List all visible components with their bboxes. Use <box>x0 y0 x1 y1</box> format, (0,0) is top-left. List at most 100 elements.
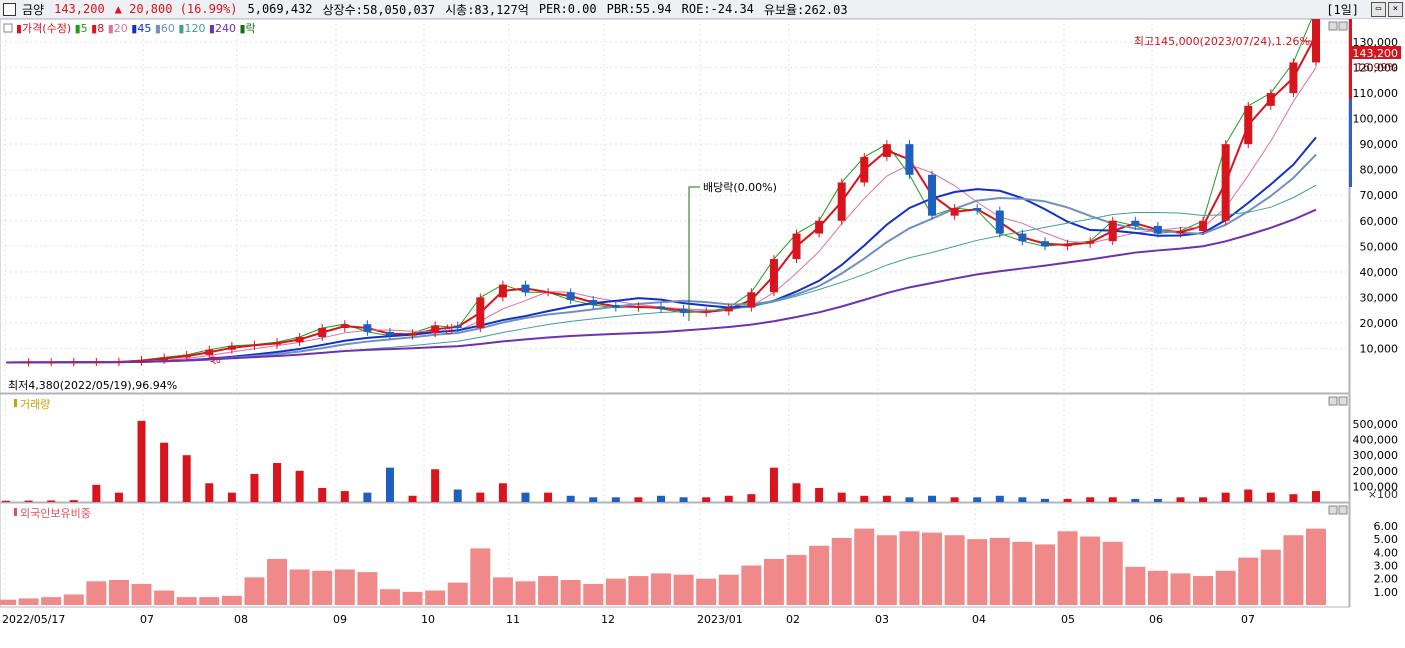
candle-body <box>1221 144 1230 221</box>
foreign-bar <box>1057 531 1078 605</box>
volume-bar <box>453 489 462 502</box>
x-tick-label: 06 <box>1149 613 1163 626</box>
candle-body <box>679 308 688 313</box>
candle-body <box>1199 220 1208 231</box>
foreign-bar <box>605 578 626 605</box>
candlesticks <box>24 19 1320 367</box>
candle-body <box>273 342 282 345</box>
foreign-bar <box>221 595 242 605</box>
x-tick-label: 03 <box>875 613 889 626</box>
svg-text:외국인보유비중: 외국인보유비중 <box>20 507 91 520</box>
volume-bar <box>92 484 101 502</box>
close-icon[interactable]: × <box>1388 2 1403 17</box>
svg-text:▮가격(수정) ▮5 ▮8 ▮20 ▮45 ▮60 ▮120: ▮가격(수정) ▮5 ▮8 ▮20 ▮45 ▮60 ▮120 ▮240 ▮락 <box>16 22 256 35</box>
volume-bar <box>318 487 327 502</box>
volume-bar <box>679 497 688 502</box>
candle-body <box>318 328 327 337</box>
price-panel[interactable] <box>0 19 1350 394</box>
foreign-bar <box>1170 573 1191 605</box>
y-tick-label: 70,000 <box>1360 189 1399 202</box>
price-legend: ▮가격(수정) ▮5 ▮8 ▮20 ▮45 ▮60 ▮120 ▮240 ▮락 <box>3 22 256 35</box>
panel-controls[interactable] <box>1328 21 1348 515</box>
legend-item: ▮60 <box>151 22 175 35</box>
chart-canvas[interactable]: ▮가격(수정) ▮5 ▮8 ▮20 ▮45 ▮60 ▮120 ▮240 ▮락 최… <box>0 19 1405 648</box>
foreign-bar <box>176 597 197 605</box>
candle-body <box>1176 230 1185 234</box>
volume-bar <box>1153 498 1162 502</box>
foreign-bar <box>944 535 965 605</box>
candle-body <box>1040 241 1049 247</box>
candle-body <box>385 331 394 336</box>
foreign-bar <box>267 558 288 605</box>
foreign-bar <box>741 565 762 605</box>
select-checkbox[interactable] <box>3 2 16 16</box>
candle-body <box>860 156 869 183</box>
y-tick-label: 120,000 <box>1353 62 1399 75</box>
candle-body <box>792 233 801 260</box>
foreign-bar <box>1012 541 1033 605</box>
restore-icon[interactable]: ▭ <box>1371 2 1386 17</box>
foreign-bar <box>1238 557 1259 605</box>
foreign-bar <box>786 554 807 605</box>
high-note: 최고145,000(2023/07/24),1.26% <box>1134 35 1310 48</box>
period-selector[interactable]: [1일] <box>1326 3 1359 17</box>
volume-legend: 거래량 <box>14 398 50 411</box>
volume-unit: ×100 <box>1368 488 1398 501</box>
volume-panel[interactable] <box>0 393 1350 503</box>
legend-item: ▮20 <box>104 22 128 35</box>
x-tick-label: 12 <box>601 613 615 626</box>
foreign-bar <box>809 545 830 605</box>
volume-bar <box>431 469 440 502</box>
volume-bar <box>1266 492 1275 502</box>
candle-body <box>928 174 937 216</box>
foreign-bar <box>1283 535 1304 605</box>
volume-bar <box>521 492 530 502</box>
limit-up-mark: 상 <box>444 323 454 336</box>
volume-bar <box>1131 498 1140 502</box>
y-tick-label: 500,000 <box>1353 418 1399 431</box>
svg-text:거래량: 거래량 <box>20 398 50 411</box>
candle-body <box>408 333 417 336</box>
foreign-bar <box>289 569 310 605</box>
volume-bar <box>1289 494 1298 502</box>
x-tick-label: 02 <box>786 613 800 626</box>
foreign-bar <box>63 594 84 605</box>
volume-bar <box>1040 498 1049 502</box>
foreign-bar <box>425 590 446 605</box>
volume-bar <box>295 470 304 502</box>
candle-body <box>498 284 507 298</box>
dividend-note: 배당락(0.00%) <box>703 181 777 194</box>
volume-bar <box>1063 498 1072 502</box>
candle-body <box>114 361 123 363</box>
volume-bar <box>544 492 553 502</box>
float-ratio: 유보율:262.03 <box>763 2 848 17</box>
y-tick-label: 100,000 <box>1353 113 1399 126</box>
candle-body <box>837 182 846 221</box>
volume-bar <box>205 483 214 502</box>
volume-bar <box>24 500 33 502</box>
header-bar: 금양 143,200 ▲ 20,800 (16.99%) 5,069,432 상… <box>0 0 1405 19</box>
foreign-bar <box>967 539 988 605</box>
y-tick-label: 100,000 <box>1353 480 1399 493</box>
foreign-bar <box>696 578 717 605</box>
foreign-bar <box>1215 570 1236 605</box>
dividend-marker-line <box>688 186 700 321</box>
foreign-bar <box>1306 528 1326 605</box>
y-tick-label: 30,000 <box>1360 291 1399 304</box>
x-tick-label: 04 <box>972 613 986 626</box>
foreign-bar <box>1193 576 1214 605</box>
y-tick-label: 1.00 <box>1374 586 1399 599</box>
x-tick-label: 09 <box>333 613 347 626</box>
candle-body <box>724 307 733 312</box>
foreign-bar <box>131 583 152 605</box>
foreign-bar <box>899 531 920 605</box>
volume-bar <box>227 492 236 502</box>
foreign-bar <box>876 535 897 605</box>
ma-line <box>5 208 1317 364</box>
foreign-bar <box>1125 566 1146 605</box>
limit-up-mark: 상 <box>209 355 222 365</box>
legend-item: ▮가격(수정) <box>16 22 71 35</box>
foreign-bar <box>763 558 784 605</box>
listed-shares: 상장수:58,050,037 <box>322 2 436 17</box>
stock-name[interactable]: 금양 <box>22 2 45 17</box>
